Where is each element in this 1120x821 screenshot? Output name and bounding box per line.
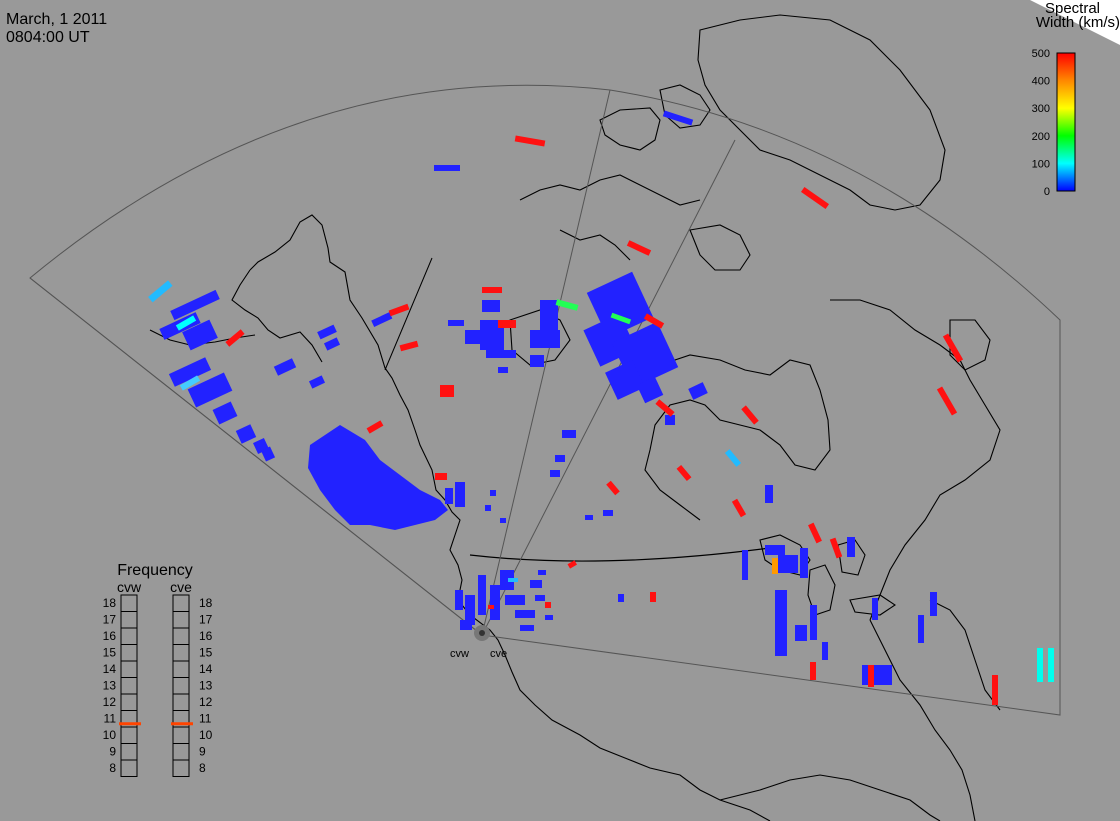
frequency-level-label: 16	[103, 629, 117, 643]
colorbar-ticks: 500 400 300 200 100 0	[1032, 48, 1050, 198]
echo-orange	[772, 558, 778, 574]
echo-light-blue	[148, 280, 1054, 682]
frequency-panel: Frequency cvw cve 1817161514131211109818…	[103, 562, 213, 777]
frequency-level-label: 15	[199, 646, 213, 660]
frequency-level-label: 13	[199, 679, 213, 693]
frequency-level-label: 15	[103, 646, 117, 660]
colorbar-tick-label: 200	[1032, 131, 1050, 143]
echo-red	[225, 135, 998, 705]
colorbar-gradient	[1056, 52, 1076, 192]
colorbar-tick-label: 500	[1032, 48, 1050, 60]
frequency-level-label: 10	[199, 728, 213, 742]
frequency-radar-left: cvw	[117, 579, 142, 595]
frequency-level-label: 11	[104, 712, 117, 726]
radar-label-cvw: cvw	[450, 648, 469, 660]
colorbar: Spectral Width (km/s) 500 400 300 200 100 0	[1032, 0, 1120, 198]
frequency-level-label: 18	[103, 596, 117, 610]
echo-green	[555, 299, 632, 325]
echo-fan-near-radar	[455, 570, 553, 631]
border-line	[469, 547, 771, 562]
radar-echoes	[148, 110, 1054, 705]
frequency-cell-cvw	[120, 759, 138, 777]
frequency-level-label: 8	[199, 761, 206, 775]
colorbar-tick-label: 400	[1032, 76, 1050, 88]
colorbar-tick-label: 100	[1032, 158, 1050, 170]
frequency-level-label: 17	[199, 613, 213, 627]
frequency-level-label: 14	[199, 662, 213, 676]
frequency-level-label: 9	[109, 745, 116, 759]
frequency-level-label: 12	[103, 695, 117, 709]
header-time: 0804:00 UT	[6, 29, 90, 46]
map-corner	[1030, 0, 1120, 45]
frequency-level-label: 17	[103, 613, 117, 627]
frequency-level-label: 13	[103, 679, 117, 693]
colorbar-tick-label: 0	[1044, 186, 1050, 198]
colorbar-title-line2: Width (km/s)	[1036, 14, 1120, 31]
territory-border	[384, 257, 433, 371]
radar-sites: cvw cve	[450, 625, 507, 660]
frequency-level-label: 16	[199, 629, 213, 643]
frequency-level-label: 14	[103, 662, 117, 676]
frequency-level-label: 12	[199, 695, 213, 709]
colorbar-tick-label: 300	[1032, 103, 1050, 115]
frequency-level-label: 11	[199, 712, 212, 726]
frequency-level-label: 8	[109, 761, 116, 775]
radar-fov	[29, 84, 1061, 716]
radar-label-cve: cve	[490, 648, 507, 660]
echo-cluster-central	[434, 110, 708, 520]
header-date: March, 1 2011	[6, 11, 107, 28]
frequency-level-label: 9	[199, 745, 206, 759]
frequency-level-label: 10	[103, 728, 117, 742]
radar-site-dot	[479, 630, 485, 636]
echo-cluster-west	[159, 289, 506, 530]
frequency-cells: 18 17 16 15 14 13 12 11 10 9 8 18 17 16 15 14 13 12 11 10 9 8	[103, 594, 213, 777]
frequency-cell-cve	[172, 759, 190, 777]
frequency-radar-right: cve	[170, 579, 192, 595]
frequency-level-label: 18	[199, 596, 213, 610]
frequency-title: Frequency	[117, 562, 193, 579]
colorbar-title-line1: Spectral	[1045, 0, 1100, 17]
